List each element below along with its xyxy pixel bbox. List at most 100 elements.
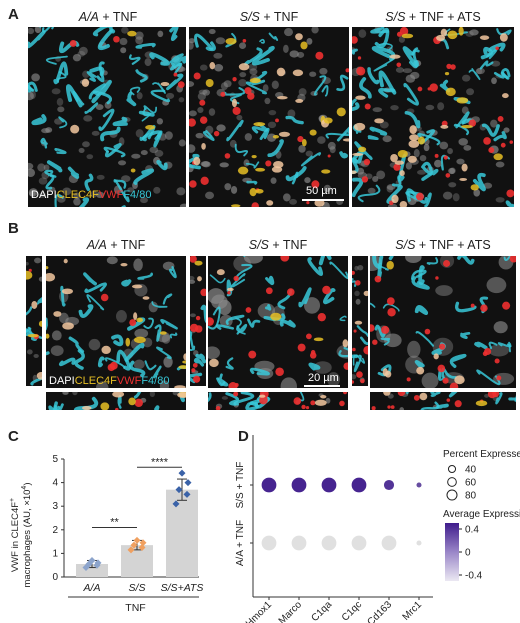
- clec4f-signal: [70, 124, 80, 134]
- vwf-signal: [245, 307, 252, 313]
- vwf-signal: [345, 68, 349, 73]
- clec4f-signal: [342, 339, 348, 348]
- vwf-signal: [494, 358, 500, 364]
- clec4f-signal: [205, 78, 214, 88]
- clec4f-signal: [295, 33, 303, 41]
- nucleus: [162, 261, 175, 271]
- nucleus: [317, 136, 326, 144]
- f480-signal: [329, 261, 348, 280]
- vwf-signal: [28, 268, 32, 272]
- f480-signal: [135, 42, 156, 49]
- f480-signal: [391, 174, 402, 187]
- vwf-signal: [370, 324, 375, 332]
- f480-signal: [60, 285, 66, 307]
- chart-c-point: [139, 539, 147, 547]
- clec4f-signal: [475, 400, 488, 407]
- f480-signal: [251, 122, 268, 134]
- nucleus: [28, 91, 34, 101]
- nucleus: [96, 174, 105, 180]
- chart-c-point: [175, 486, 183, 494]
- legend-percent-title: Percent Expressed: [443, 449, 520, 460]
- f480-signal: [46, 160, 63, 173]
- clec4f-signal: [321, 169, 331, 174]
- chart-c-point: [183, 490, 191, 498]
- nucleus: [405, 162, 412, 170]
- nucleus: [390, 105, 399, 111]
- nucleus: [51, 88, 61, 95]
- f480-signal: [251, 45, 275, 66]
- nucleus: [197, 92, 206, 101]
- nucleus: [495, 197, 505, 203]
- f480-signal: [84, 282, 107, 294]
- clec4f-signal: [255, 167, 266, 172]
- clec4f-signal: [355, 95, 366, 100]
- vwf-signal: [363, 346, 368, 355]
- chart-d-dot: [351, 535, 367, 551]
- clec4f-signal: [300, 41, 308, 50]
- f480-signal: [78, 197, 90, 207]
- chart-d-dot: [383, 479, 395, 491]
- nucleus: [28, 168, 36, 178]
- f480-signal: [45, 55, 68, 65]
- chart-d-gene-label: Hmox1: [244, 599, 274, 623]
- nucleus: [239, 42, 247, 50]
- clec4f-signal: [458, 27, 464, 36]
- clec4f-signal: [61, 288, 74, 295]
- nucleus: [327, 141, 336, 150]
- nucleus: [268, 110, 277, 116]
- vwf-signal: [69, 40, 77, 47]
- f480-signal: [267, 139, 284, 158]
- vwf-signal: [468, 119, 477, 127]
- nucleus: [163, 356, 173, 368]
- nucleus: [486, 277, 507, 294]
- f480-signal: [323, 288, 336, 305]
- nucleus: [88, 338, 101, 351]
- chart-d-gene-label: C1qa: [309, 599, 334, 623]
- f480-signal: [360, 336, 368, 345]
- nucleus: [211, 294, 228, 310]
- f480-signal: [339, 315, 347, 322]
- vwf-signal: [393, 163, 401, 171]
- vwf-signal: [500, 142, 506, 148]
- f480-signal: [505, 200, 514, 207]
- legend-average-title: Average Expression: [443, 509, 520, 520]
- f480-signal: [91, 79, 112, 104]
- clec4f-signal: [178, 365, 186, 369]
- f480-signal: [209, 274, 226, 284]
- f480-signal: [89, 66, 105, 77]
- vwf-signal: [193, 375, 201, 383]
- micrograph-b-ss-tnf: [208, 256, 348, 388]
- f480-signal: [150, 89, 171, 103]
- f480-signal: [514, 395, 516, 402]
- f480-signal: [166, 73, 184, 91]
- nucleus: [190, 279, 196, 284]
- clec4f-signal: [160, 82, 170, 87]
- vwf-signal: [446, 63, 452, 69]
- clec4f-signal: [266, 200, 274, 206]
- nucleus: [280, 377, 297, 388]
- clec4f-signal: [249, 188, 257, 197]
- nucleus: [372, 107, 383, 113]
- f480-signal: [421, 161, 433, 176]
- f480-signal: [233, 392, 255, 406]
- chart-d-dot: [321, 477, 337, 493]
- chart-c-group-label: TNF: [125, 602, 145, 614]
- vwf-signal: [227, 290, 231, 295]
- chart-d-dot: [291, 535, 307, 551]
- chart-c-ytick-label: 4: [52, 478, 58, 489]
- f480-signal: [31, 114, 47, 126]
- vwf-signal: [357, 56, 362, 60]
- nucleus: [395, 67, 404, 73]
- nucleus: [96, 381, 109, 388]
- vwf-signal: [387, 308, 396, 317]
- chart-c-point: [127, 546, 135, 554]
- vwf-signal: [434, 153, 439, 158]
- clec4f-signal: [323, 117, 333, 124]
- vwf-signal: [396, 62, 402, 68]
- f480-signal: [169, 332, 178, 339]
- legend-size-dot: [446, 489, 458, 501]
- nucleus: [119, 37, 128, 46]
- f480-signal: [480, 46, 493, 60]
- f480-signal: [367, 67, 380, 85]
- nucleus: [37, 163, 46, 172]
